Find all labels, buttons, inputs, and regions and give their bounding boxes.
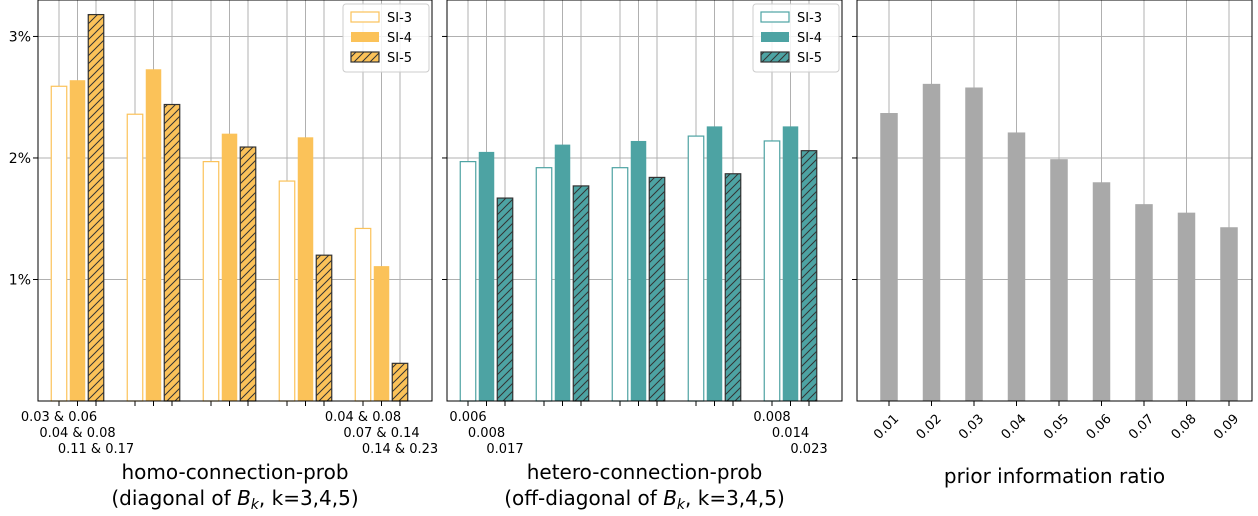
bar-hatch-si-5 [572, 185, 590, 402]
legend-swatch-si-4 [351, 32, 379, 42]
legend-swatch-si-4 [761, 32, 789, 42]
legend-swatch-si-3 [760, 11, 790, 23]
bar [1177, 212, 1196, 401]
x-tick-label: 0.08 [1169, 412, 1200, 443]
x-tick-label: 0.01 [871, 412, 902, 443]
bar-si-3 [278, 180, 296, 402]
bar-si-4 [782, 126, 799, 401]
bar [1050, 159, 1068, 401]
bar-hatch-si-5 [724, 173, 742, 402]
x-tick-label: 0.05 [1041, 412, 1072, 443]
x-tick-label: 0.014 [772, 426, 809, 441]
legend-label: SI-4 [387, 31, 412, 46]
legend-label: SI-3 [797, 11, 822, 26]
bar-si-3 [763, 140, 781, 402]
bar-si-4 [145, 69, 162, 401]
bar [1135, 204, 1153, 401]
legend-label: SI-5 [387, 51, 412, 66]
x-tick-label: 0.04 [999, 412, 1030, 443]
bar-si-3 [611, 167, 629, 402]
y-tick-label: 2% [9, 151, 31, 167]
bar-si-4 [69, 80, 86, 401]
x-tick-label: 0.11 & 0.17 [58, 442, 134, 457]
x-tick-label: 0.07 & 0.14 [343, 426, 419, 441]
x-axis-title: hetero-connection-prob [527, 460, 763, 484]
y-tick-label: 3% [9, 29, 31, 45]
x-axis-subtitle: (diagonal of Bk, k=3,4,5) [111, 486, 358, 513]
bar-hatch-si-5 [239, 146, 257, 402]
x-tick-label: 0.02 [914, 412, 945, 443]
bar [1007, 132, 1026, 401]
x-tick-label: 0.006 [449, 410, 486, 425]
bar-si-3 [459, 161, 477, 402]
legend-label: SI-5 [797, 51, 822, 66]
x-tick-label: 0.03 & 0.06 [21, 410, 97, 425]
bar-si-3 [354, 227, 372, 402]
bar [965, 87, 983, 401]
x-tick-label: 0.008 [468, 426, 505, 441]
x-tick-label: 0.04 & 0.08 [325, 410, 401, 425]
x-axis-title: prior information ratio [944, 464, 1165, 488]
axes-frame [37, 0, 433, 402]
bar-hatch-si-5 [391, 362, 409, 402]
bar-hatch-si-5 [163, 103, 181, 402]
legend-swatch-hatch [350, 51, 380, 63]
legend-label: SI-4 [797, 31, 822, 46]
x-axis-subtitle: (off-diagonal of Bk, k=3,4,5) [504, 486, 785, 513]
bar [880, 113, 898, 401]
bar [922, 83, 941, 401]
x-tick-label: 0.09 [1211, 412, 1242, 443]
panel-hetero-connection: 0.0060.0080.0170.0080.0140.023SI-3SI-4SI… [442, 0, 843, 513]
bar-hatch-si-5 [315, 254, 333, 402]
bar-hatch-si-5 [496, 197, 514, 402]
legend-label: SI-3 [387, 11, 412, 26]
legend-swatch-si-3 [350, 11, 380, 23]
legend-swatch-hatch [760, 51, 790, 63]
bar-hatch-si-5 [648, 176, 666, 402]
bar-si-3 [687, 135, 705, 402]
x-axis-title: homo-connection-prob [121, 460, 348, 484]
bar-si-4 [478, 151, 495, 401]
x-tick-label: 0.03 [956, 412, 987, 443]
bar-si-4 [554, 144, 571, 401]
bar-si-4 [373, 266, 390, 401]
bar-si-4 [706, 126, 723, 401]
bar-hatch-si-5 [87, 13, 105, 402]
bar-si-3 [535, 167, 553, 402]
panel-prior-information-ratio: 0.01 0.02 0.03 0.04 0.05 0.06 0.07 0.08 0.09 prio… [852, 0, 1253, 488]
x-tick-label: 0.023 [790, 442, 827, 457]
bar-si-4 [221, 133, 238, 401]
bar-si-3 [202, 161, 220, 402]
bar-si-4 [297, 137, 314, 401]
bar-si-3 [50, 85, 68, 402]
y-tick-label: 1% [9, 272, 31, 288]
panel-homo-connection: 1%2%3%0.03 & 0.060.04 & 0.080.11 & 0.170… [9, 0, 438, 513]
axes-frame [856, 0, 1253, 402]
x-tick-label: 0.04 & 0.08 [39, 426, 115, 441]
x-tick-label: 0.008 [753, 410, 790, 425]
bar [1092, 182, 1111, 401]
bar [1220, 227, 1238, 401]
x-tick-label: 0.06 [1084, 412, 1115, 443]
x-tick-label: 0.017 [486, 442, 523, 457]
bar-si-3 [126, 113, 144, 402]
bar-hatch-si-5 [800, 150, 818, 402]
x-tick-label: 0.07 [1126, 412, 1157, 443]
x-tick-label: 0.14 & 0.23 [362, 442, 438, 457]
bar-si-4 [630, 140, 647, 401]
axes-frame [446, 0, 843, 402]
